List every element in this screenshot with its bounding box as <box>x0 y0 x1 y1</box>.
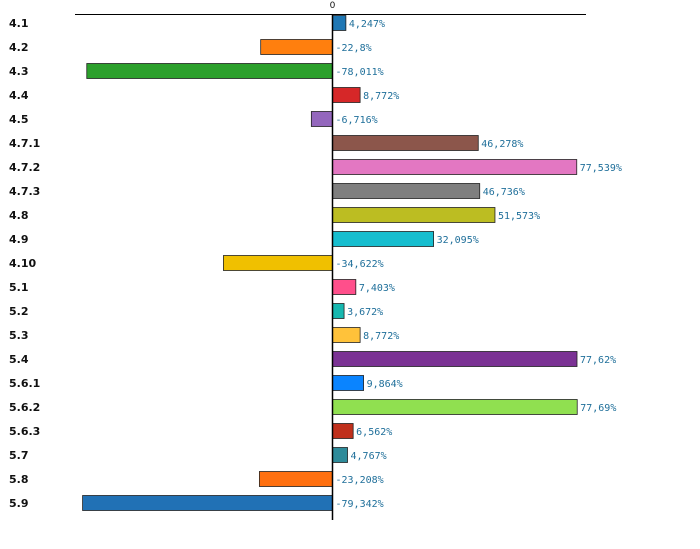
category-label: 5.7 <box>9 449 29 462</box>
value-label: 46,736% <box>483 187 525 198</box>
value-label: 9,864% <box>367 379 403 390</box>
bar-5.1 <box>332 279 357 295</box>
bar-5.6.2 <box>332 399 578 415</box>
value-label: -34,622% <box>336 259 384 270</box>
bar-4.10 <box>223 255 333 271</box>
bar-5.8 <box>258 471 333 487</box>
bar-4.9 <box>332 231 434 247</box>
bar-5.6.3 <box>332 423 354 439</box>
bar-4.5 <box>310 111 333 127</box>
value-label: -22,8% <box>336 43 372 54</box>
category-label: 5.3 <box>9 329 29 342</box>
bar-5.6.1 <box>332 375 364 391</box>
category-label: 4.7.3 <box>9 185 40 198</box>
value-label: 8,772% <box>363 91 399 102</box>
value-label: 32,095% <box>437 235 479 246</box>
category-label: 5.8 <box>9 473 29 486</box>
bar-4.7.2 <box>332 159 578 175</box>
value-label: 51,573% <box>498 211 540 222</box>
value-label: 6,562% <box>356 427 392 438</box>
value-label: 4,767% <box>351 451 387 462</box>
value-label: -6,716% <box>336 115 378 126</box>
value-label: 77,539% <box>580 163 622 174</box>
category-label: 5.6.3 <box>9 425 40 438</box>
value-label: -79,342% <box>336 499 384 510</box>
value-label: 7,403% <box>359 283 395 294</box>
bar-4.1 <box>332 15 347 31</box>
value-label: 8,772% <box>363 331 399 342</box>
category-label: 4.5 <box>9 113 29 126</box>
bar-5.9 <box>82 495 333 511</box>
bar-4.4 <box>332 87 361 103</box>
category-label: 4.2 <box>9 41 29 54</box>
bar-5.3 <box>332 327 361 343</box>
category-label: 4.7.1 <box>9 137 40 150</box>
zero-tick-label: 0 <box>330 1 336 11</box>
value-label: 3,672% <box>347 307 383 318</box>
value-label: 46,278% <box>481 139 523 150</box>
bar-5.4 <box>332 351 578 367</box>
bar-4.3 <box>86 63 333 79</box>
bar-4.7.3 <box>332 183 481 199</box>
category-label: 4.10 <box>9 257 36 270</box>
category-label: 5.4 <box>9 353 29 366</box>
value-label: 77,62% <box>580 355 616 366</box>
category-label: 4.4 <box>9 89 29 102</box>
category-label: 5.6.1 <box>9 377 40 390</box>
bar-4.8 <box>332 207 496 223</box>
value-label: -23,208% <box>336 475 384 486</box>
category-label: 4.9 <box>9 233 29 246</box>
category-label: 5.9 <box>9 497 29 510</box>
value-label: 4,247% <box>349 19 385 30</box>
category-label: 4.3 <box>9 65 29 78</box>
bar-5.2 <box>332 303 345 319</box>
bar-4.7.1 <box>332 135 479 151</box>
value-label: -78,011% <box>336 67 384 78</box>
category-label: 4.1 <box>9 17 29 30</box>
category-label: 5.2 <box>9 305 29 318</box>
category-label: 5.1 <box>9 281 29 294</box>
category-label: 5.6.2 <box>9 401 40 414</box>
category-label: 4.8 <box>9 209 29 222</box>
bar-5.7 <box>332 447 348 463</box>
value-label: 77,69% <box>580 403 616 414</box>
category-label: 4.7.2 <box>9 161 40 174</box>
bar-4.2 <box>260 39 333 55</box>
